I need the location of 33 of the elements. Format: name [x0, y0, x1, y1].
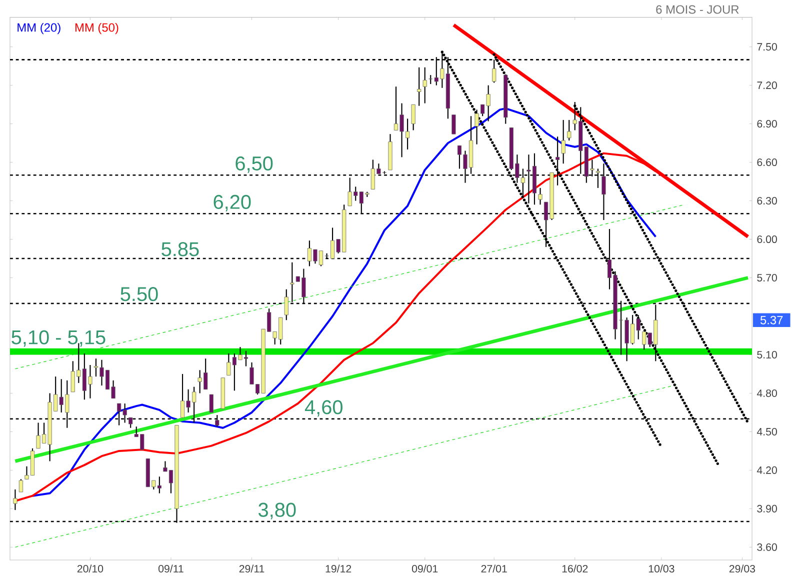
- annotation: 5.37: [760, 316, 783, 324]
- y-tick-label: 6.60: [757, 158, 777, 166]
- x-tick-label: 27/01: [481, 564, 507, 572]
- x-tick-label: 29/03: [729, 564, 756, 572]
- ref-line-label: 5.50: [120, 287, 158, 302]
- y-tick-label: 3.60: [757, 543, 777, 551]
- y-tick-label: 7.20: [757, 82, 777, 90]
- chart-subtitle: 6 MOIS - JOUR: [656, 5, 739, 14]
- x-tick-label: 09/01: [412, 564, 438, 572]
- ref-line-label: 3,80: [258, 502, 296, 520]
- band-label: 5,10 - 5,15: [12, 330, 106, 347]
- text: MM (50): [75, 22, 118, 34]
- ref-line-label: 5.85: [162, 242, 199, 256]
- y-tick-label: 6.90: [757, 120, 777, 128]
- x-tick-label: 29/11: [239, 564, 264, 572]
- y-tick-label: 7.50: [757, 43, 777, 51]
- x-tick-label: 10/03: [648, 564, 674, 572]
- ref-line-label: 6,50: [236, 156, 273, 173]
- x-tick-label: 16/02: [562, 564, 588, 572]
- y-tick-label: 6.00: [757, 236, 777, 244]
- y-tick-label: 4.80: [756, 389, 777, 397]
- y-tick-label: 5.10: [757, 350, 777, 358]
- x-tick-label: 19/12: [326, 564, 352, 572]
- y-tick-label: 4.50: [756, 428, 777, 436]
- x-tick-label: 09/11: [158, 564, 184, 572]
- y-tick-label: 5.70: [757, 274, 777, 282]
- ref-line-label: 6,20: [214, 194, 251, 212]
- text: MM (20): [18, 22, 60, 34]
- ref-line-label: 4,60: [304, 400, 342, 417]
- y-tick-label: 3.90: [757, 504, 777, 512]
- y-tick-label: 6.30: [757, 197, 777, 205]
- y-tick-label: 4.20: [756, 466, 777, 474]
- x-tick-label: 20/10: [77, 564, 104, 572]
